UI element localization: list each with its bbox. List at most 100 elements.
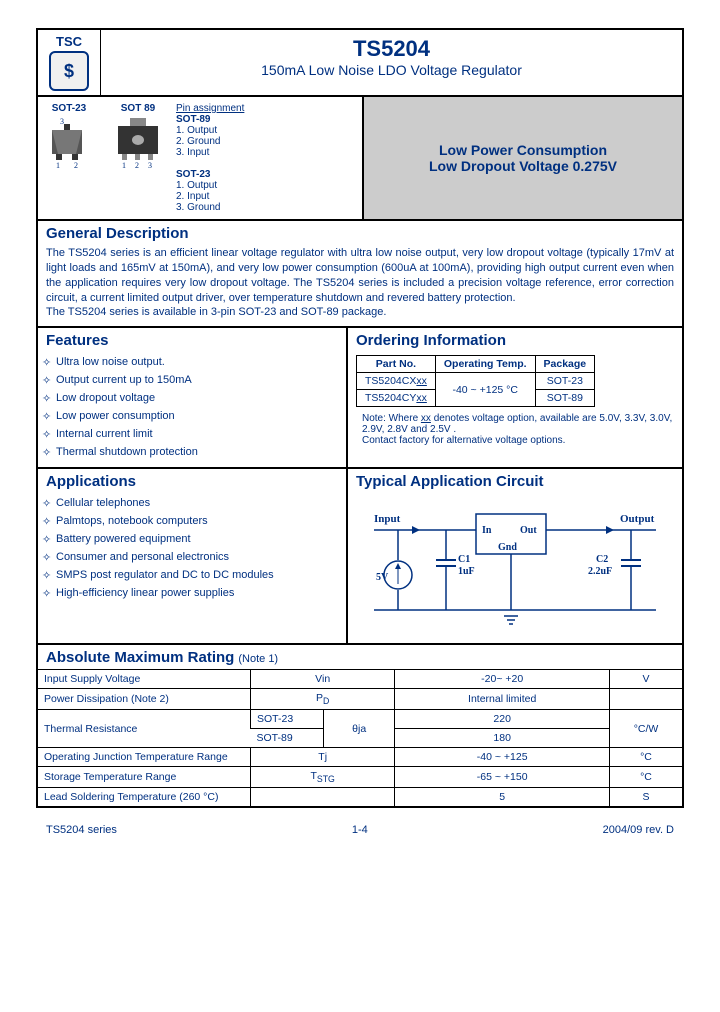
- ord-cell: SOT-23: [535, 373, 595, 390]
- app-item: SMPS post regulator and DC to DC modules: [56, 566, 338, 584]
- ord-cell: -40 ~ +125 °C: [435, 373, 535, 407]
- abs-cell: PD: [251, 689, 395, 710]
- abs-cell: V: [610, 670, 683, 689]
- abs-cell: [610, 689, 683, 710]
- apps-col: Applications Cellular telephones Palmtop…: [38, 469, 348, 643]
- gendesc-p2: The TS5204 series is available in 3-pin …: [46, 306, 386, 318]
- apps-h: Applications: [38, 469, 346, 492]
- abs-cell: Vin: [251, 670, 395, 689]
- gendesc-p1: The TS5204 series is an efficient linear…: [46, 247, 674, 304]
- page: TSC $ TS5204 150mA Low Noise LDO Voltage…: [0, 0, 720, 1012]
- abs-cell: Internal limited: [395, 689, 610, 710]
- banner-line2: Low Dropout Voltage 0.275V: [429, 158, 617, 174]
- abs-cell: Storage Temperature Range: [38, 767, 251, 788]
- abs-cell: [251, 788, 395, 807]
- footer: TS5204 series 1-4 2004/09 rev. D: [36, 808, 684, 836]
- footer-right: 2004/09 rev. D: [603, 824, 674, 836]
- svg-text:Output: Output: [620, 513, 655, 525]
- abs-cell: Tj: [251, 748, 395, 767]
- svg-text:1: 1: [122, 161, 126, 170]
- pin23-2: 2. Input: [176, 191, 209, 202]
- abs-cell: Operating Junction Temperature Range: [38, 748, 251, 767]
- svg-text:Input: Input: [374, 513, 401, 525]
- svg-text:2: 2: [135, 161, 139, 170]
- gendesc-h: General Description: [38, 221, 682, 244]
- banner: Low Power Consumption Low Dropout Voltag…: [364, 97, 682, 219]
- abs-cell: 180: [395, 729, 610, 748]
- ord-col: Operating Temp.: [435, 356, 535, 373]
- feat-item: Low dropout voltage: [56, 389, 338, 407]
- feat-item: Internal current limit: [56, 425, 338, 443]
- pin23-1: 1. Output: [176, 180, 217, 191]
- logo-icon: $: [49, 51, 89, 91]
- abs-cell: °C/W: [610, 710, 683, 748]
- ord-col: Part No.: [357, 356, 436, 373]
- app-item: Battery powered equipment: [56, 530, 338, 548]
- svg-text:Out: Out: [520, 525, 537, 536]
- pin23-h: SOT-23: [176, 169, 210, 180]
- header: TSC $ TS5204 150mA Low Noise LDO Voltage…: [38, 30, 682, 97]
- app-item: High-efficiency linear power supplies: [56, 584, 338, 602]
- circuit-svg: Input In Out Gnd Output: [356, 500, 666, 630]
- abs-note: (Note 1): [238, 653, 278, 665]
- abs-cell: -65 ~ +150: [395, 767, 610, 788]
- svg-text:3: 3: [148, 161, 152, 170]
- app-circ-row: Applications Cellular telephones Palmtop…: [38, 467, 682, 643]
- package-images: SOT-23 3 1 2 SOT 89: [46, 103, 166, 213]
- abs-cell: 220: [395, 710, 610, 729]
- abs-cell: θja: [324, 710, 395, 748]
- svg-text:5V: 5V: [376, 572, 389, 583]
- svg-text:2.2uF: 2.2uF: [588, 566, 612, 577]
- logo: TSC $: [38, 30, 101, 95]
- abs-cell: 5: [395, 788, 610, 807]
- footer-left: TS5204 series: [46, 824, 117, 836]
- svg-text:In: In: [482, 525, 492, 536]
- svg-text:C2: C2: [596, 554, 608, 565]
- abs-cell: Lead Soldering Temperature (260 °C): [38, 788, 251, 807]
- pin89-2: 2. Ground: [176, 136, 220, 147]
- abs-cell: Power Dissipation (Note 2): [38, 689, 251, 710]
- feat-item: Low power consumption: [56, 407, 338, 425]
- features-list: Ultra low noise output. Output current u…: [38, 351, 346, 467]
- pin-assign-h: Pin assignment: [176, 103, 244, 114]
- abs-cell: -40 ~ +125: [395, 748, 610, 767]
- ordering-table: Part No.Operating Temp.Package TS5204CXx…: [356, 355, 595, 407]
- abs-h-text: Absolute Maximum Rating: [46, 649, 234, 666]
- abs-cell: Input Supply Voltage: [38, 670, 251, 689]
- circuit-h: Typical Application Circuit: [348, 469, 682, 492]
- svg-text:C1: C1: [458, 554, 470, 565]
- abs-cell: Thermal Resistance: [38, 710, 251, 748]
- ord-note: Note: Where xx denotes voltage option, a…: [348, 411, 682, 452]
- abs-cell: S: [610, 788, 683, 807]
- gendesc-body: The TS5204 series is an efficient linear…: [38, 244, 682, 326]
- app-item: Cellular telephones: [56, 494, 338, 512]
- banner-line1: Low Power Consumption: [439, 142, 607, 158]
- svg-text:1: 1: [56, 161, 60, 170]
- pin89-h: SOT-89: [176, 114, 210, 125]
- pin23-3: 3. Ground: [176, 202, 220, 213]
- sot23-icon: 3 1 2: [46, 114, 92, 170]
- pin-left: SOT-23 3 1 2 SOT 89: [38, 97, 364, 219]
- content-frame: TSC $ TS5204 150mA Low Noise LDO Voltage…: [36, 28, 684, 808]
- footer-center: 1-4: [352, 824, 368, 836]
- apps-list: Cellular telephones Palmtops, notebook c…: [38, 492, 346, 608]
- features-col: Features Ultra low noise output. Output …: [38, 328, 348, 467]
- app-item: Palmtops, notebook computers: [56, 512, 338, 530]
- abs-cell: SOT-89: [251, 729, 324, 748]
- svg-text:3: 3: [60, 117, 64, 126]
- subtitle: 150mA Low Noise LDO Voltage Regulator: [101, 62, 682, 78]
- pin89-3: 3. Input: [176, 147, 209, 158]
- package-sot89: SOT 89 1 2 3: [110, 103, 166, 213]
- ord-cell: TS5204CYxx: [357, 390, 436, 407]
- abs-cell: -20~ +20: [395, 670, 610, 689]
- abs-heading: Absolute Maximum Rating (Note 1): [38, 643, 682, 669]
- ordering-h: Ordering Information: [348, 328, 682, 351]
- svg-text:Gnd: Gnd: [498, 542, 517, 553]
- features-h: Features: [38, 328, 346, 351]
- ord-col: Package: [535, 356, 595, 373]
- svg-text:2: 2: [74, 161, 78, 170]
- abs-cell: SOT-23: [251, 710, 324, 729]
- circuit-col: Typical Application Circuit Input In Out…: [348, 469, 682, 643]
- sot89-icon: 1 2 3: [110, 114, 166, 170]
- title-block: TS5204 150mA Low Noise LDO Voltage Regul…: [101, 30, 682, 95]
